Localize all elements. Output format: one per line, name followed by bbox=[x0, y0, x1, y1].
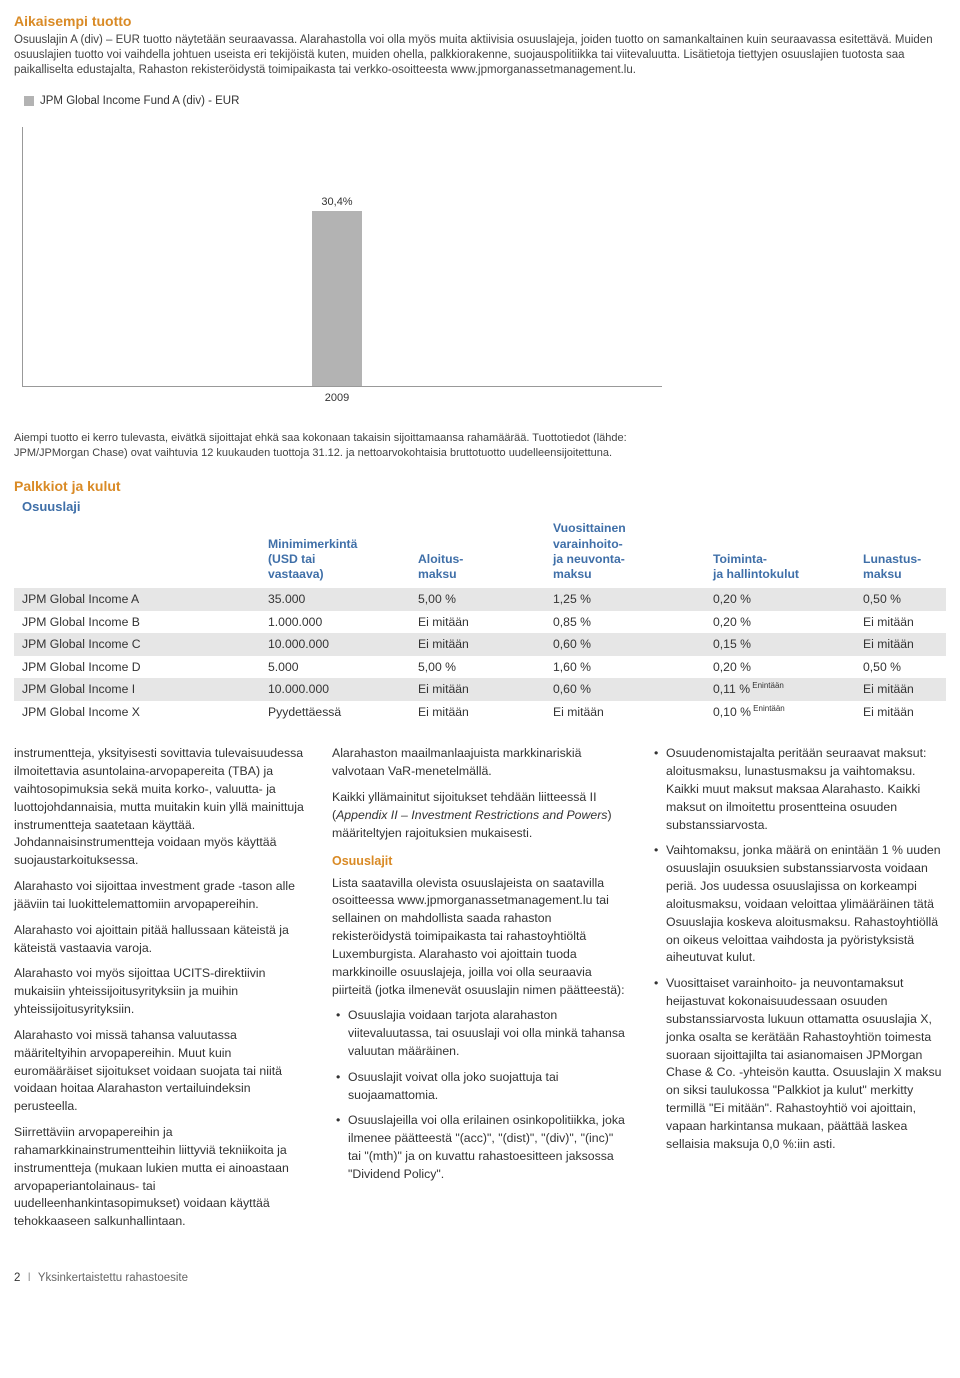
c1-p6: Siirrettäviin arvopapereihin ja rahamark… bbox=[14, 1124, 310, 1231]
body-columns: instrumentteja, yksityisesti sovittavia … bbox=[14, 745, 946, 1239]
past-performance-title: Aikaisempi tuotto bbox=[14, 12, 946, 31]
col-operating: Toiminta-ja hallintokulut bbox=[709, 519, 859, 588]
c1-p2: Alarahasto voi sijoittaa investment grad… bbox=[14, 878, 310, 914]
table-cell: Ei mitään bbox=[549, 701, 709, 724]
table-row: JPM Global Income XPyydettäessäEi mitään… bbox=[14, 701, 946, 724]
list-item: Osuuslajia voidaan tarjota alarahaston v… bbox=[332, 1007, 628, 1060]
table-row: JPM Global Income B1.000.000Ei mitään0,8… bbox=[14, 611, 946, 633]
c2-list: Osuuslajia voidaan tarjota alarahaston v… bbox=[332, 1007, 628, 1183]
table-cell: Pyydettäessä bbox=[264, 701, 414, 724]
y-axis-line bbox=[22, 127, 23, 386]
c1-p3: Alarahasto voi ajoittain pitää hallussaa… bbox=[14, 922, 310, 958]
bar-value-label: 30,4% bbox=[321, 195, 352, 210]
col-initial: Aloitus-maksu bbox=[414, 519, 549, 588]
page-number: 2 bbox=[14, 1272, 20, 1284]
past-performance-intro: Osuuslajin A (div) – EUR tuotto näytetää… bbox=[14, 33, 946, 78]
chart-footnote: Aiempi tuotto ei kerro tulevasta, eivätk… bbox=[14, 431, 634, 461]
table-cell: Ei mitään bbox=[414, 678, 549, 701]
table-cell: 5.000 bbox=[264, 656, 414, 678]
table-row: JPM Global Income D5.0005,00 %1,60 %0,20… bbox=[14, 656, 946, 678]
chart-plot-area: 30,4% bbox=[22, 127, 662, 387]
table-cell: Ei mitään bbox=[414, 611, 549, 633]
table-cell: 5,00 % bbox=[414, 656, 549, 678]
table-cell: JPM Global Income D bbox=[14, 656, 264, 678]
table-cell: 1.000.000 bbox=[264, 611, 414, 633]
legend-label: JPM Global Income Fund A (div) - EUR bbox=[40, 94, 239, 110]
table-cell: Ei mitään bbox=[414, 701, 549, 724]
x-axis-tick: 2009 bbox=[325, 391, 349, 406]
list-item: Osuuslajit voivat olla joko suojattuja t… bbox=[332, 1069, 628, 1105]
table-cell: 10.000.000 bbox=[264, 678, 414, 701]
max-superscript: Enintään bbox=[751, 704, 785, 713]
col-name bbox=[14, 519, 264, 588]
share-classes-subheading: Osuuslajit bbox=[332, 852, 628, 870]
c1-p5: Alarahasto voi missä tahansa valuutassa … bbox=[14, 1027, 310, 1116]
col-redeem: Lunastus-maksu bbox=[859, 519, 946, 588]
x-axis: 2009 bbox=[22, 387, 662, 407]
table-cell: 5,00 % bbox=[414, 588, 549, 610]
table-cell: Ei mitään bbox=[859, 701, 946, 724]
column-1: instrumentteja, yksityisesti sovittavia … bbox=[14, 745, 310, 1239]
max-superscript: Enintään bbox=[750, 681, 784, 690]
table-cell: Ei mitään bbox=[859, 678, 946, 701]
table-cell: 0,50 % bbox=[859, 656, 946, 678]
page-footer: 2 I Yksinkertaistettu rahastoesite bbox=[14, 1271, 946, 1287]
table-cell: JPM Global Income X bbox=[14, 701, 264, 724]
table-cell: JPM Global Income A bbox=[14, 588, 264, 610]
table-cell: 35.000 bbox=[264, 588, 414, 610]
table-cell: 0,15 % bbox=[709, 633, 859, 655]
column-3: Osuudenomistajalta peritään seuraavat ma… bbox=[650, 745, 946, 1239]
column-2: Alarahaston maailmanlaajuista markkinari… bbox=[332, 745, 628, 1239]
table-cell: 0,50 % bbox=[859, 588, 946, 610]
table-cell: 0,20 % bbox=[709, 656, 859, 678]
table-cell: 0,60 % bbox=[549, 633, 709, 655]
table-cell: JPM Global Income C bbox=[14, 633, 264, 655]
table-cell: 0,60 % bbox=[549, 678, 709, 701]
c2-p3: Lista saatavilla olevista osuuslajeista … bbox=[332, 875, 628, 1000]
table-cell: 10.000.000 bbox=[264, 633, 414, 655]
footer-separator: I bbox=[28, 1272, 31, 1284]
chart-legend: JPM Global Income Fund A (div) - EUR bbox=[24, 94, 946, 110]
list-item: Osuuslajeilla voi olla erilainen osinkop… bbox=[332, 1112, 628, 1183]
table-cell: Ei mitään bbox=[859, 633, 946, 655]
table-cell: 0,20 % bbox=[709, 588, 859, 610]
table-cell: 0,11 % Enintään bbox=[709, 678, 859, 701]
chart-bar: 30,4% bbox=[312, 211, 362, 387]
c2-p2i: Appendix II – Investment Restrictions an… bbox=[336, 808, 607, 822]
share-class-subheading: Osuuslaji bbox=[22, 498, 946, 516]
table-row: JPM Global Income C10.000.000Ei mitään0,… bbox=[14, 633, 946, 655]
c3-list: Osuudenomistajalta peritään seuraavat ma… bbox=[650, 745, 946, 1153]
c1-p4: Alarahasto voi myös sijoittaa UCITS-dire… bbox=[14, 965, 310, 1018]
c1-p1: instrumentteja, yksityisesti sovittavia … bbox=[14, 745, 310, 870]
fees-table: Minimimerkintä(USD taivastaava) Aloitus-… bbox=[14, 519, 946, 723]
c2-p2: Kaikki yllämainitut sijoitukset tehdään … bbox=[332, 789, 628, 842]
list-item: Vuosittaiset varainhoito- ja neuvontamak… bbox=[650, 975, 946, 1153]
legend-swatch-icon bbox=[24, 96, 34, 106]
table-cell: 0,85 % bbox=[549, 611, 709, 633]
table-header-row: Minimimerkintä(USD taivastaava) Aloitus-… bbox=[14, 519, 946, 588]
chart-container: 30,4% 2009 bbox=[22, 127, 662, 407]
fees-section-title: Palkkiot ja kulut bbox=[14, 477, 946, 496]
table-cell: 1,25 % bbox=[549, 588, 709, 610]
list-item: Osuudenomistajalta peritään seuraavat ma… bbox=[650, 745, 946, 834]
table-cell: 0,20 % bbox=[709, 611, 859, 633]
col-annual: Vuosittainenvarainhoito-ja neuvonta-maks… bbox=[549, 519, 709, 588]
c2-p1: Alarahaston maailmanlaajuista markkinari… bbox=[332, 745, 628, 781]
table-cell: Ei mitään bbox=[414, 633, 549, 655]
list-item: Vaihtomaksu, jonka määrä on enintään 1 %… bbox=[650, 842, 946, 967]
col-minsub: Minimimerkintä(USD taivastaava) bbox=[264, 519, 414, 588]
table-row: JPM Global Income I10.000.000Ei mitään0,… bbox=[14, 678, 946, 701]
footer-title: Yksinkertaistettu rahastoesite bbox=[38, 1272, 188, 1284]
table-cell: JPM Global Income B bbox=[14, 611, 264, 633]
table-row: JPM Global Income A35.0005,00 %1,25 %0,2… bbox=[14, 588, 946, 610]
table-cell: 1,60 % bbox=[549, 656, 709, 678]
table-cell: Ei mitään bbox=[859, 611, 946, 633]
table-cell: 0,10 % Enintään bbox=[709, 701, 859, 724]
table-cell: JPM Global Income I bbox=[14, 678, 264, 701]
